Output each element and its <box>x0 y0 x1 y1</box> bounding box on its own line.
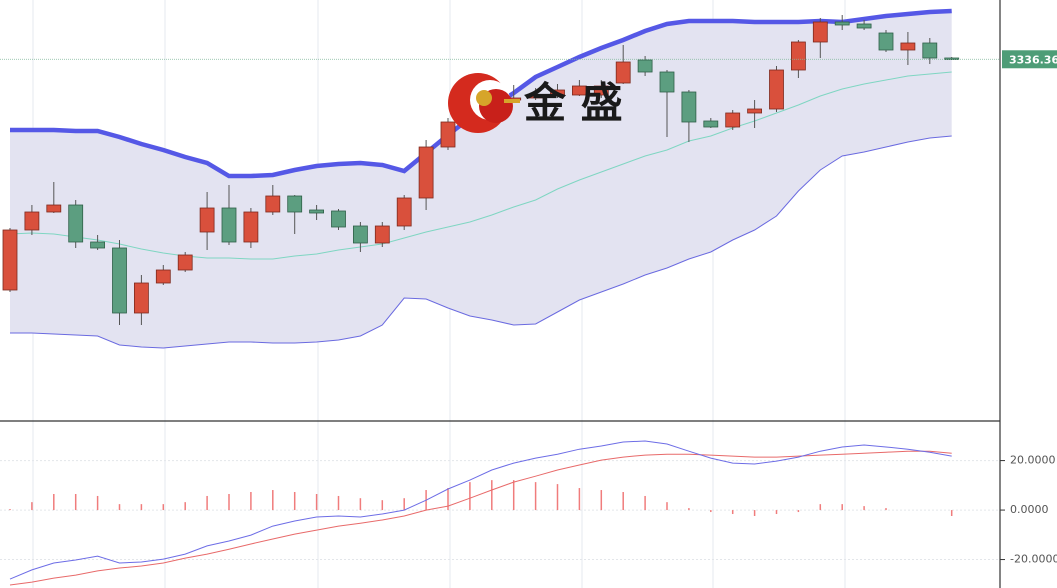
plot-area <box>0 8 1000 586</box>
candle-body <box>615 61 631 84</box>
candle-body <box>659 71 675 93</box>
candle-body <box>900 42 916 51</box>
y-tick-label: -20.0000 <box>1010 553 1057 566</box>
candle-body <box>637 59 653 73</box>
candle-body <box>265 195 281 213</box>
bollinger-line <box>10 135 952 349</box>
candle-body <box>812 21 828 43</box>
candle-body <box>352 225 368 244</box>
logo-bar <box>504 99 520 103</box>
macd-dif-line <box>9 440 952 580</box>
bollinger-band-fill <box>10 11 952 348</box>
candle-body <box>572 85 587 96</box>
last-price-label: 3336.36 <box>1009 53 1057 66</box>
candle-body <box>944 57 960 60</box>
candle-body <box>769 69 784 110</box>
candle-body <box>331 210 346 228</box>
candle-body <box>396 197 412 227</box>
candle-body <box>287 195 303 213</box>
candle-body <box>2 229 18 291</box>
candle-body <box>440 121 456 148</box>
logo-ball <box>476 90 492 106</box>
logo-text: 金 盛 <box>523 79 623 128</box>
candle-body <box>791 41 806 71</box>
candle-body <box>550 89 565 96</box>
candle-body <box>155 269 171 284</box>
candle-body <box>112 247 127 314</box>
candle-body <box>309 209 325 214</box>
candle-body <box>878 32 894 51</box>
candle-body <box>834 21 850 26</box>
candle-body <box>243 211 259 243</box>
candle-body <box>703 120 719 128</box>
candle-body <box>177 254 193 271</box>
candle-body <box>46 204 62 213</box>
y-tick-label: 20.0000 <box>1010 454 1056 467</box>
candle-body <box>725 112 741 128</box>
candle-body <box>68 204 84 243</box>
candle-body <box>374 225 390 244</box>
candle-body <box>133 282 149 314</box>
candle-body <box>593 85 609 96</box>
candle-body <box>418 146 434 199</box>
candle-body <box>747 108 762 114</box>
bollinger-line <box>9 71 952 260</box>
candle-body <box>856 23 872 29</box>
candle-body <box>199 207 215 233</box>
candle-body <box>221 207 237 243</box>
candle-body <box>922 42 938 59</box>
last-price-box <box>1002 50 1057 69</box>
logo: 金 盛 <box>448 73 623 133</box>
y-tick-label: 0.0000 <box>1010 503 1049 516</box>
candle-body <box>681 91 697 123</box>
macd-dea-line <box>9 450 952 586</box>
candle-body <box>528 94 543 99</box>
candle-body <box>24 211 40 231</box>
candle-body <box>90 241 105 249</box>
